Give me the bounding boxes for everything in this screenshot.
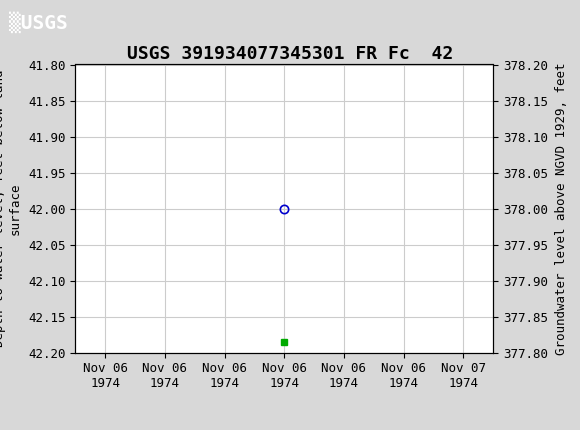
Y-axis label: Depth to water level, feet below land
surface: Depth to water level, feet below land su…: [0, 70, 21, 347]
Text: USGS 391934077345301 FR Fc  42: USGS 391934077345301 FR Fc 42: [127, 45, 453, 63]
Text: ▒USGS: ▒USGS: [9, 12, 67, 34]
Y-axis label: Groundwater level above NGVD 1929, feet: Groundwater level above NGVD 1929, feet: [554, 62, 568, 355]
